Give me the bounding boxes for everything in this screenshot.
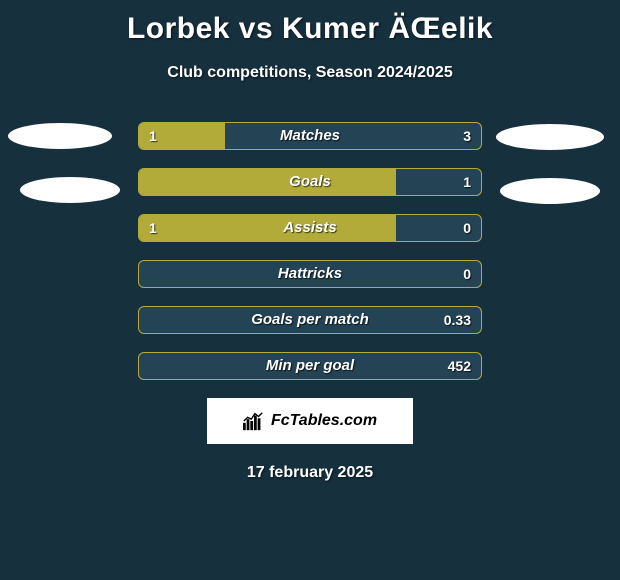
subtitle: Club competitions, Season 2024/2025	[0, 64, 620, 82]
stat-value-right: 0	[463, 261, 471, 288]
brand-box[interactable]: FcTables.com	[207, 398, 413, 444]
fctables-logo-icon	[243, 411, 265, 431]
page-title: Lorbek vs Kumer ÄŒelik	[0, 0, 620, 46]
stat-value-right: 0.33	[444, 307, 471, 334]
stat-row: 1Matches3	[138, 122, 482, 150]
brand-text: FcTables.com	[271, 412, 377, 430]
stat-label: Min per goal	[139, 353, 481, 380]
decor-ellipse	[496, 124, 604, 150]
stat-row: Goals1	[138, 168, 482, 196]
decor-ellipse	[8, 123, 112, 149]
chart-area: 1Matches3Goals11Assists0Hattricks0Goals …	[0, 122, 620, 380]
comparison-widget: Lorbek vs Kumer ÄŒelik Club competitions…	[0, 0, 620, 580]
decor-ellipse	[500, 178, 600, 204]
date-label: 17 february 2025	[0, 464, 620, 482]
stat-value-right: 0	[463, 215, 471, 242]
stat-row: Goals per match0.33	[138, 306, 482, 334]
stat-row: Min per goal452	[138, 352, 482, 380]
stat-label: Hattricks	[139, 261, 481, 288]
decor-ellipse	[20, 177, 120, 203]
stat-row: 1Assists0	[138, 214, 482, 242]
stat-label: Goals	[139, 169, 481, 196]
stat-value-right: 3	[463, 123, 471, 150]
stat-value-right: 452	[448, 353, 471, 380]
stat-label: Matches	[139, 123, 481, 150]
stat-label: Assists	[139, 215, 481, 242]
stat-value-right: 1	[463, 169, 471, 196]
stat-row: Hattricks0	[138, 260, 482, 288]
stat-label: Goals per match	[139, 307, 481, 334]
